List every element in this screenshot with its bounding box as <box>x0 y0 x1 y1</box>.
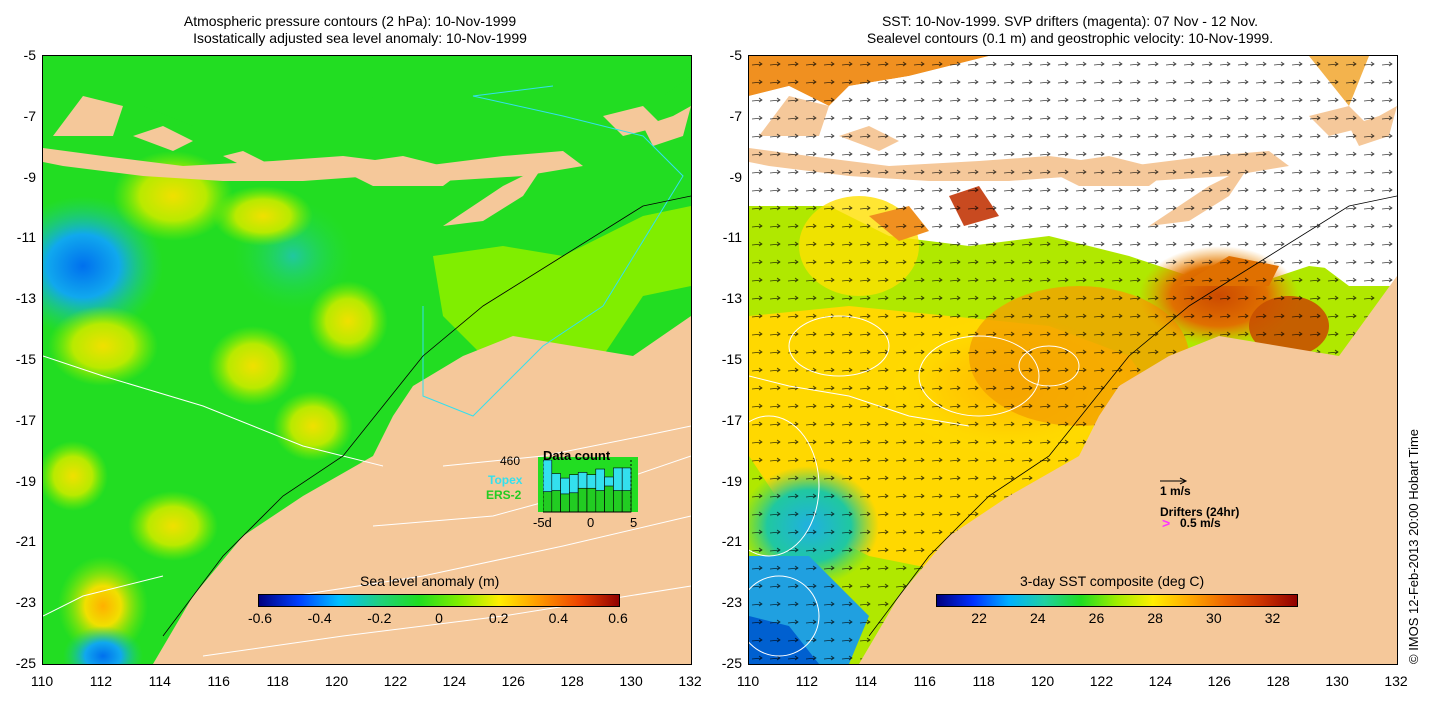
right-colorbar-title: 3-day SST composite (deg C) <box>1020 573 1205 589</box>
drifters-label: Drifters (24hr) <box>1160 505 1240 519</box>
colorbar-tick-label: 22 <box>971 610 987 626</box>
inset-xtick-left: -5d <box>533 515 552 530</box>
right-colorbar <box>936 594 1298 607</box>
longitude-tick-label: 114 <box>148 673 171 689</box>
latitude-tick-label: -17 <box>721 411 742 428</box>
latitude-tick-label: -15 <box>15 351 36 367</box>
colorbar-tick-label: 28 <box>1147 610 1163 626</box>
inset-title: Data count <box>543 448 611 463</box>
longitude-tick-label: 132 <box>1384 673 1408 689</box>
inset-xtick-mid: 0 <box>587 515 595 530</box>
longitude-tick-label: 120 <box>1030 673 1055 689</box>
colorbar-tick-label: 0.2 <box>488 610 509 626</box>
colorbar-tick-label: 32 <box>1264 610 1281 626</box>
left-title-line2: Isostatically adjusted sea level anomaly… <box>193 30 527 46</box>
inset-ers-bar <box>569 492 579 513</box>
colorbar-tick-label: -0.4 <box>307 610 332 626</box>
longitude-tick-label: 116 <box>207 673 230 689</box>
colorbar-tick-label: -0.2 <box>367 610 392 626</box>
left-title-line1: Atmospheric pressure contours (2 hPa): 1… <box>183 13 517 29</box>
longitude-tick-label: 110 <box>736 673 760 689</box>
sea-level-anomaly-map <box>43 56 691 664</box>
velocity-scale-arrow <box>1160 477 1188 485</box>
latitude-tick-label: -5 <box>729 47 742 63</box>
latitude-tick-label: -21 <box>15 533 36 550</box>
longitude-tick-label: 122 <box>1089 673 1114 689</box>
longitude-tick-label: 110 <box>30 673 54 689</box>
credit-text: © IMOS 12-Feb-2013 20:00 Hobart Time <box>1406 428 1421 664</box>
sst-map <box>749 56 1397 664</box>
latitude-tick-label: -11 <box>722 229 742 246</box>
latitude-tick-label: -11 <box>16 229 36 246</box>
latitude-tick-label: -9 <box>23 168 36 185</box>
longitude-tick-label: 116 <box>913 673 936 689</box>
longitude-tick-label: 128 <box>1266 673 1290 689</box>
longitude-tick-label: 124 <box>1148 673 1173 689</box>
latitude-tick-label: -17 <box>15 411 36 428</box>
latitude-tick-label: -15 <box>721 351 742 367</box>
velocity-scale-label: 1 m/s <box>1160 484 1191 498</box>
inset-topex-label: Topex <box>488 473 523 487</box>
inset-ers-bar <box>613 490 623 513</box>
latitude-tick-label: -13 <box>721 290 742 307</box>
latitude-tick-label: -25 <box>721 655 742 671</box>
latitude-tick-label: -7 <box>23 107 36 124</box>
right-map <box>748 55 1398 665</box>
longitude-tick-label: 122 <box>383 673 408 689</box>
inset-ers-bar <box>577 487 588 513</box>
latitude-tick-label: -21 <box>721 533 742 550</box>
colorbar-tick-label: 24 <box>1029 610 1046 626</box>
right-title-line2: Sealevel contours (0.1 m) and geostrophi… <box>866 30 1274 46</box>
longitude-tick-label: 124 <box>442 673 467 689</box>
longitude-tick-label: 132 <box>678 673 702 689</box>
colorbar-tick-label: -0.6 <box>247 610 273 626</box>
longitude-tick-label: 130 <box>619 673 643 689</box>
inset-ers-bar <box>604 485 614 513</box>
latitude-tick-label: -19 <box>721 472 742 489</box>
left-map <box>42 55 692 665</box>
inset-ers-bar <box>595 490 605 513</box>
data-count-inset <box>543 460 632 513</box>
colorbar-tick-label: 0.4 <box>548 610 569 626</box>
longitude-tick-label: 114 <box>854 673 877 689</box>
colorbar-tick-label: 30 <box>1206 610 1222 626</box>
longitude-tick-label: 126 <box>501 673 525 689</box>
longitude-tick-label: 112 <box>89 673 113 689</box>
left-colorbar-title: Sea level anomaly (m) <box>360 573 500 589</box>
inset-ers-bar <box>551 490 561 513</box>
inset-ers-bar <box>586 487 597 513</box>
longitude-tick-label: 128 <box>560 673 584 689</box>
longitude-tick-label: 118 <box>972 673 995 689</box>
colorbar-tick-label: 0 <box>435 610 443 626</box>
right-title-line1: SST: 10-Nov-1999. SVP drifters (magenta)… <box>881 13 1259 29</box>
longitude-tick-label: 118 <box>266 673 289 689</box>
latitude-tick-label: -23 <box>721 594 742 611</box>
inset-xtick-right: 5 <box>630 515 638 530</box>
inset-ers-bar <box>560 493 570 513</box>
colorbar-tick-label: 0.6 <box>608 610 628 626</box>
latitude-tick-label: -25 <box>15 655 36 671</box>
longitude-tick-label: 120 <box>324 673 349 689</box>
latitude-tick-label: -9 <box>729 168 742 185</box>
drifter-scale-label: 0.5 m/s <box>1180 516 1221 530</box>
inset-ers-bar <box>621 490 632 513</box>
left-colorbar <box>258 594 620 607</box>
longitude-tick-label: 130 <box>1325 673 1349 689</box>
inset-ers-bar <box>543 491 553 513</box>
latitude-tick-label: -5 <box>23 47 36 63</box>
colorbar-tick-label: 26 <box>1088 610 1105 626</box>
drifter-arrow-icon: > <box>1162 515 1171 531</box>
longitude-tick-label: 112 <box>795 673 819 689</box>
longitude-tick-label: 126 <box>1207 673 1231 689</box>
latitude-tick-label: -23 <box>15 594 36 611</box>
latitude-tick-label: -7 <box>729 107 742 124</box>
latitude-tick-label: -13 <box>15 290 36 307</box>
inset-ers-label: ERS-2 <box>486 488 522 502</box>
inset-max-label: 460 <box>500 454 521 468</box>
latitude-tick-label: -19 <box>15 472 36 489</box>
